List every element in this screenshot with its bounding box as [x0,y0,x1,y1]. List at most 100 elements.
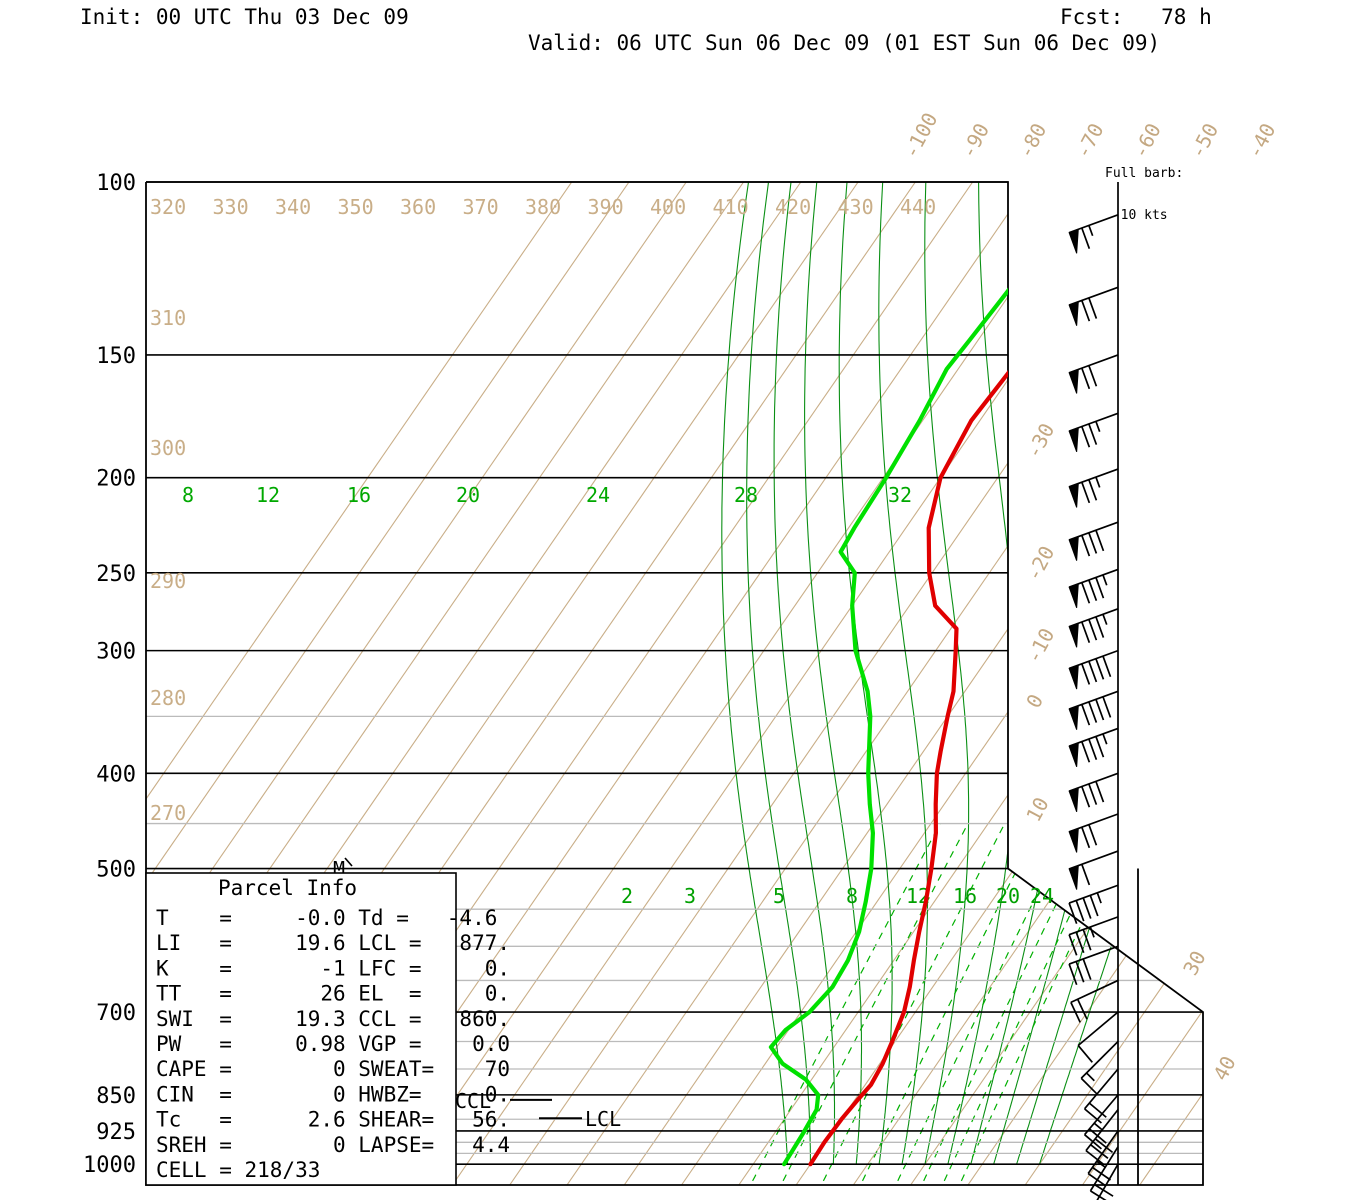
pressure-tick-400: 400 [96,762,136,787]
wind-barb [1083,1068,1119,1124]
wind-barb [1068,468,1119,508]
pressure-tick-200: 200 [96,467,136,492]
wind-barb [1068,354,1119,394]
moist-adiabat-label-20: 20 [456,483,480,507]
parcel-info-box: Parcel Info T = -0.0 Td = -4.6LI = 19.6 L… [145,872,510,1186]
theta-label-left-290: 290 [150,569,186,593]
theta-label-320: 320 [150,195,186,219]
parcel-info-line-9: SREH = 0 LAPSE= 4.4 [156,1133,510,1157]
pressure-axis-labels: 100 150 200 250 300 400 500 700 850 925 1000 [83,171,136,1178]
parcel-info-line-0: T = -0.0 Td = -4.6 [156,906,497,930]
parcel-info-line-3: TT = 26 EL = 0. [156,982,510,1006]
wind-barb [1068,850,1119,890]
parcel-info-line-4: SWI = 19.3 CCL = 860. [156,1007,510,1031]
moist-adiabat-label-12: 12 [256,483,280,507]
moist-adiabat-label-28: 28 [734,483,758,507]
pressure-tick-1000: 1000 [83,1153,136,1178]
theta-label-left-300: 300 [150,436,186,460]
mixing-ratio-label-16: 16 [953,884,977,908]
theta-label-left-280: 280 [150,686,186,710]
parcel-info-line-1: LI = 19.6 LCL = 877. [156,931,510,955]
wind-barb [1068,916,1119,956]
isotherm-label-right--30: -30 [1021,419,1059,462]
pressure-tick-500: 500 [96,858,136,883]
wind-barb [1068,286,1119,326]
parcel-info-line-8: Tc = 2.6 SHEAR= 56. [156,1108,510,1132]
theta-labels: 320 330 340 350 360 370 380 390 400 410 420 430 440 3… [150,195,936,825]
wind-barb [1068,727,1119,768]
isotherm-label--60: -60 [1128,119,1166,162]
pressure-tick-250: 250 [96,562,136,587]
isotherm-label-right--10: -10 [1021,624,1059,667]
theta-label-420: 420 [775,195,811,219]
forecast-hour-label: Fcst: 78 h [1060,5,1212,29]
isotherm-label-right--20: -20 [1021,542,1059,585]
wind-barb [1068,772,1119,812]
isotherm-label-right-0: 0 [1021,690,1048,712]
isotherm-label-right-40: 40 [1208,1052,1241,1085]
theta-label-370: 370 [463,195,499,219]
wind-barb [1070,979,1119,1023]
theta-label-390: 390 [588,195,624,219]
moist-adiabat-label-8: 8 [182,483,194,507]
theta-label-360: 360 [400,195,436,219]
isotherm-label--40: -40 [1242,119,1280,162]
wind-barb [1068,568,1119,609]
wind-barb [1068,608,1119,648]
mixing-ratio-labels: 2 3 5 8 12 16 20 24 [621,884,1054,908]
theta-label-330: 330 [213,195,249,219]
parcel-info-line-6: CAPE = 0 SWEAT= 70 [156,1057,510,1081]
mixing-ratio-label-3: 3 [684,884,696,908]
barb-legend-line1: Full barb: [1105,166,1184,181]
moist-adiabat-label-24: 24 [586,483,610,507]
theta-label-380: 380 [525,195,561,219]
theta-label-440: 440 [900,195,936,219]
mixing-ratio-label-20: 20 [996,884,1020,908]
mixing-ratio-label-5: 5 [773,884,785,908]
theta-label-430: 430 [838,195,874,219]
moist-adiabat-lines [721,182,1203,1165]
isotherm-label-right-10: 10 [1021,793,1054,826]
wind-barb-legend: Full barb: 10 kts [1105,139,1183,237]
barb-legend-line2: 10 kts [1120,208,1168,223]
moist-adiabat-label-32: 32 [888,483,912,507]
moist-adiabat-labels: 8 12 16 20 24 28 32 [182,483,912,507]
mixing-ratio-label-24: 24 [1030,884,1054,908]
pressure-tick-850: 850 [96,1084,136,1109]
ccl-label: CCL [455,1089,491,1113]
pressure-tick-925: 925 [96,1120,136,1145]
wind-barb [1068,884,1119,924]
valid-time-label: Valid: 06 UTC Sun 06 Dec 09 (01 EST Sun … [528,31,1161,55]
parcel-info-line-10: CELL = 218/33 [156,1158,320,1182]
wind-barb [1068,649,1119,690]
sounding-curves [768,212,1142,1167]
wind-barb [1068,521,1119,561]
wind-barb [1068,690,1119,730]
isotherm-label--50: -50 [1185,119,1223,162]
pressure-tick-150: 150 [96,344,136,369]
theta-label-left-310: 310 [150,306,186,330]
dewpoint-trace [768,212,1073,1167]
init-time-label: Init: 00 UTC Thu 03 Dec 09 [80,5,409,29]
theta-label-left-270: 270 [150,801,186,825]
temperature-trace [808,212,1142,1167]
lcl-label: LCL [585,1107,621,1131]
pressure-tick-300: 300 [96,640,136,665]
theta-label-340: 340 [275,195,311,219]
wind-barb [1068,813,1119,853]
pressure-tick-100: 100 [96,171,136,196]
isotherm-label--70: -70 [1070,119,1108,162]
mixing-ratio-label-8: 8 [846,884,858,908]
isotherm-label--80: -80 [1013,119,1051,162]
mixing-ratio-label-2: 2 [621,884,633,908]
parcel-info-line-2: K = -1 LFC = 0. [156,956,510,980]
wind-barb [1077,1011,1119,1063]
parcel-info-title: Parcel Info [218,876,357,900]
wind-barb [1085,1109,1119,1165]
wind-barb [1068,214,1119,254]
moist-adiabat-label-16: 16 [347,483,371,507]
pressure-tick-700: 700 [96,1001,136,1026]
wind-barb-column [1068,182,1119,1200]
